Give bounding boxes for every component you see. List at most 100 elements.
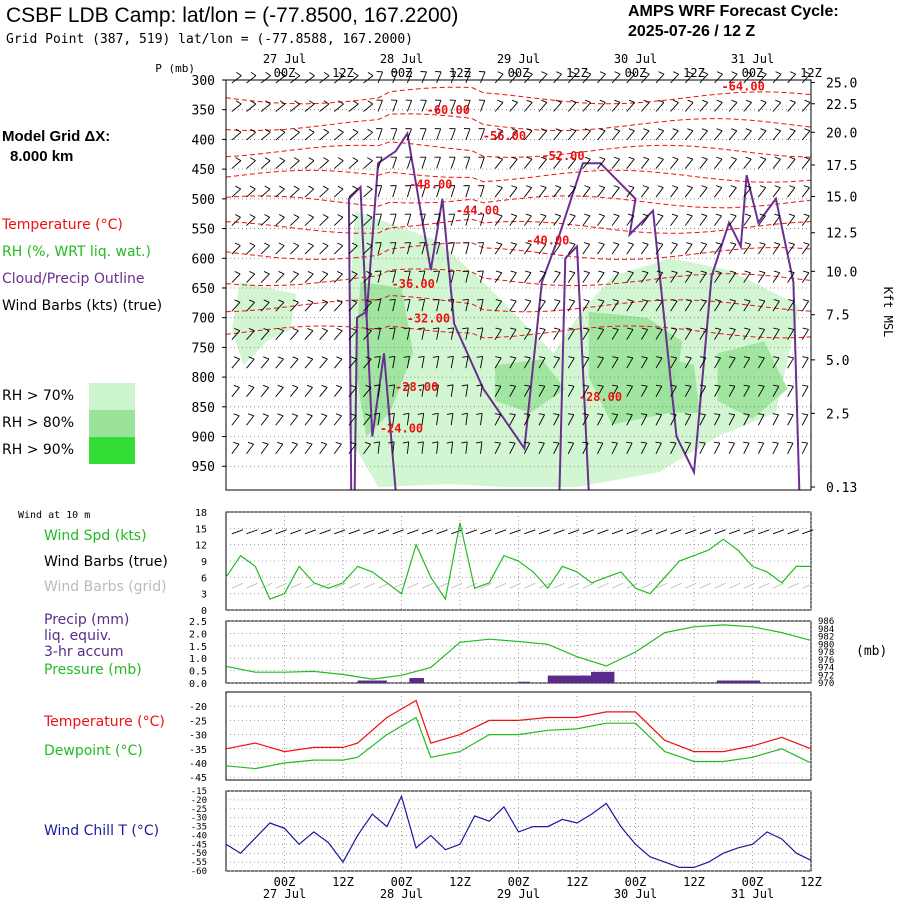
wind-barb-flag <box>612 299 619 302</box>
page-title: CSBF LDB Camp: lat/lon = (-77.8500, 167.… <box>6 4 459 27</box>
temperature-contour-label: -48.00 <box>409 178 452 192</box>
wind-barb <box>436 441 439 454</box>
wind-barb-flag <box>758 356 765 359</box>
wind-barb-flag <box>656 327 663 330</box>
wind-barb-flag <box>448 270 455 272</box>
wind-barb <box>743 442 750 454</box>
wind-barb-flag <box>684 441 691 444</box>
bottom-hour-label: 12Z <box>332 875 354 889</box>
wind-barb <box>801 244 810 255</box>
wind-barb <box>597 187 606 198</box>
wind-barb-flag <box>462 270 469 272</box>
wind-barb <box>743 158 752 169</box>
wind-barb <box>509 102 518 112</box>
wind-barb-flag <box>234 242 241 247</box>
wind-barb <box>597 329 605 340</box>
wind-barb <box>260 443 269 455</box>
wind-barb <box>465 71 471 84</box>
wind-barb <box>363 387 372 397</box>
wind-barb-flag <box>321 356 328 360</box>
wind-barb <box>465 356 469 369</box>
wind-barb <box>348 245 358 255</box>
wind-barb <box>582 414 589 426</box>
wind-barb-flag <box>264 185 271 190</box>
wind-barb-flag <box>657 156 664 160</box>
wind-barb-flag <box>509 413 516 416</box>
wind-barb-flag <box>685 299 692 302</box>
wind-barb <box>450 270 455 283</box>
wind-barb-flag <box>322 271 329 275</box>
wind-barb-flag <box>613 156 620 160</box>
pressure-tick-label: 650 <box>192 282 215 297</box>
wind-barb <box>304 216 314 226</box>
wind-barb-flag <box>569 156 576 160</box>
pressure-tick-label: 850 <box>192 401 215 416</box>
wind-barb <box>377 356 381 369</box>
wind-barb <box>553 442 560 454</box>
wind-barb-grid <box>553 582 565 589</box>
legend-wind-10m: Wind at 10 m <box>18 510 91 521</box>
wind-barb <box>377 71 384 84</box>
wind-barb-flag <box>760 156 767 160</box>
wind-barb <box>670 102 679 112</box>
wind-barb-flag <box>701 156 708 160</box>
wind-barb-flag <box>628 185 635 188</box>
wind-speed-tick: 0 <box>201 606 207 617</box>
wind-barb-flag <box>294 100 300 105</box>
wind-barb <box>582 215 591 226</box>
temperature-contour <box>225 113 812 132</box>
wind-barb-flag <box>352 185 358 190</box>
wind-barb-flag <box>789 99 796 103</box>
wind-barb-flag <box>389 327 396 330</box>
wind-barb-grid <box>758 582 770 589</box>
wind-barb-flag <box>745 156 752 160</box>
wind-barb <box>655 130 665 141</box>
wind-barb <box>377 384 381 397</box>
wind-barb-grid <box>641 582 653 589</box>
wind-barb-flag <box>364 441 371 445</box>
wind-barb-flag <box>774 242 781 245</box>
wind-barb-flag <box>523 413 531 416</box>
wind-barb <box>363 103 374 112</box>
wind-barb-true <box>626 529 638 535</box>
wind-barb-flag <box>475 441 482 444</box>
wind-barb-flag <box>494 441 501 444</box>
wind-barb <box>787 158 796 169</box>
wind-barb-flag <box>338 100 344 105</box>
wind-barb-grid <box>728 582 741 589</box>
wind-barb <box>304 273 314 283</box>
wind-barb-flag <box>744 270 751 274</box>
wind-barb-flag <box>309 71 315 77</box>
wind-barb <box>728 386 736 397</box>
wind-barb-flag <box>744 299 751 302</box>
wind-barb <box>611 158 620 169</box>
wind-barb-flag <box>569 242 576 245</box>
wind-barb-true <box>480 529 492 535</box>
wind-barb <box>684 442 692 454</box>
wind-barb-flag <box>403 412 410 415</box>
wind-barb <box>523 329 532 340</box>
wind-barb <box>319 160 329 169</box>
wind-barb-flag <box>555 128 562 132</box>
wind-barb <box>699 442 706 454</box>
wind-barb <box>333 387 343 397</box>
wind-barb-flag <box>553 441 560 444</box>
wind-barb-flag <box>511 128 518 132</box>
wind-chill-tick: -40 <box>191 831 207 841</box>
wind-barb <box>611 102 621 112</box>
wind-barb <box>406 71 413 84</box>
wind-barb <box>275 216 285 226</box>
wind-barb <box>333 245 344 255</box>
wind-barb <box>714 357 721 369</box>
wind-barb-flag <box>715 242 722 245</box>
wind-barb <box>772 73 782 84</box>
wind-barb-flag <box>658 99 665 103</box>
wind-barb <box>523 386 531 397</box>
rh80-swatch <box>89 410 135 437</box>
wind-barb <box>363 358 372 369</box>
wind-barb <box>509 244 518 255</box>
wind-barb-flag <box>365 299 372 303</box>
wind-barb <box>787 329 795 340</box>
wind-barb-grid <box>743 582 755 589</box>
wind-barb <box>290 103 300 112</box>
